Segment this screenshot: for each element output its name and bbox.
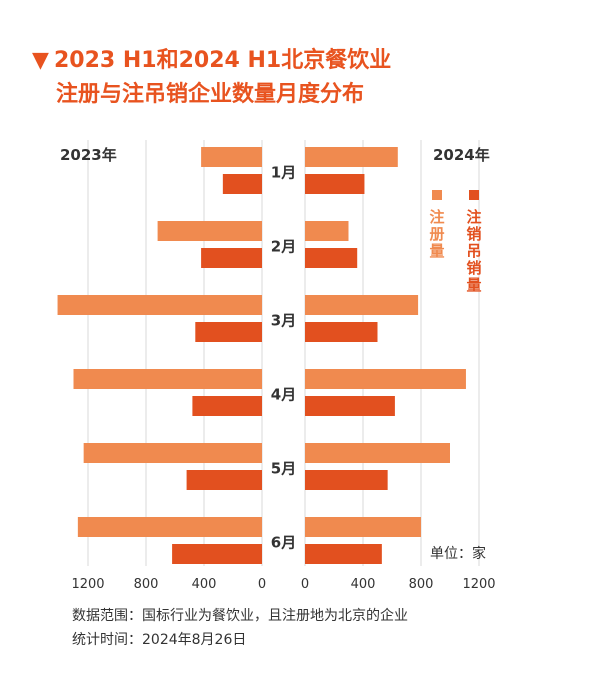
legend-label-char: 量 [466,276,481,294]
left-tick-label: 1200 [71,577,104,592]
triangle-down-icon: ▼ [32,48,49,73]
legend-label-char: 量 [429,242,444,260]
legend-label-char: 吊 [466,242,481,260]
bar-2023-deregistered [201,248,262,268]
right-tick-label: 0 [301,577,309,592]
title-line-2: 注册与注吊销企业数量月度分布 [56,82,365,107]
bar-2023-registered [83,443,263,463]
unit-label: 单位：家 [430,546,486,562]
footnote: 数据范围：国标行业为餐饮业，且注册地为北京的企业 统计时间：2024年8月26日 [72,604,408,652]
legend-swatch [469,190,479,200]
title-line-1: 2023 H1和2024 H1北京餐饮业 [54,48,392,73]
left-tick-label: 800 [134,577,159,592]
bar-2023-registered [57,295,262,315]
bar-2024-registered [305,517,421,537]
right-tick-label: 400 [351,577,376,592]
bar-2024-registered [305,369,466,389]
bar-2023-registered [201,147,262,167]
bar-2023-deregistered [222,174,262,194]
right-tick-label: 1200 [462,577,495,592]
left-tick-label: 0 [258,577,266,592]
footnote-date: 统计时间：2024年8月26日 [72,632,247,648]
legend-swatch [432,190,442,200]
bar-2023-deregistered [192,396,262,416]
bar-2024-registered [305,221,349,241]
bar-2023-registered [73,369,262,389]
bar-2023-deregistered [172,544,262,564]
legend-label-char: 注 [429,208,444,226]
category-label: 2月 [271,238,296,256]
bar-2024-deregistered [305,248,358,268]
legend-label-char: 销 [466,225,481,243]
bar-2024-deregistered [305,396,395,416]
category-label: 1月 [271,164,296,182]
legend-label-char: 销 [466,259,481,277]
left-tick-label: 400 [192,577,217,592]
category-label: 5月 [271,460,296,478]
bar-2023-deregistered [186,470,262,490]
legend-label-char: 注 [466,208,481,226]
butterfly-bar-chart: 1月 2月 3月 4月 5月 6月 2023年 2024年 1200 800 400 0 0 400 800… [57,140,496,592]
bar-2023-deregistered [195,322,262,342]
legend-label-char: 册 [429,225,444,243]
category-label: 6月 [271,534,296,552]
category-label: 3月 [271,312,296,330]
bar-2024-registered [305,147,398,167]
bar-2024-deregistered [305,322,378,342]
bar-2024-deregistered [305,174,365,194]
bar-2024-deregistered [305,470,388,490]
bar-2023-registered [77,517,262,537]
chart-title: ▼ 2023 H1和2024 H1北京餐饮业 注册与注吊销企业数量月度分布 [32,44,391,112]
footnote-scope: 数据范围：国标行业为餐饮业，且注册地为北京的企业 [72,608,408,624]
right-tick-label: 800 [409,577,434,592]
category-label: 4月 [271,386,296,404]
bar-2024-registered [305,443,450,463]
right-panel-label: 2024年 [433,146,490,164]
bar-2024-registered [305,295,419,315]
bar-2024-deregistered [305,544,382,564]
bar-2023-registered [157,221,262,241]
left-panel-label: 2023年 [60,146,117,164]
